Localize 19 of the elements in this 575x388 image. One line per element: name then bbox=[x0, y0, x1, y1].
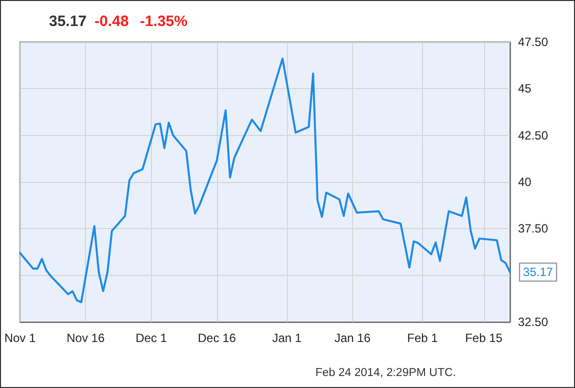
text: Feb 24 2014, 2:29PM UTC. bbox=[315, 367, 456, 379]
x-tick-label: Feb 1 bbox=[407, 331, 438, 345]
y-tick-label: 40 bbox=[518, 175, 532, 189]
x-tick-label: Jan 16 bbox=[334, 331, 371, 345]
x-tick-label: Jan 1 bbox=[272, 331, 302, 345]
line-series bbox=[19, 58, 511, 304]
y-tick-label: 45 bbox=[518, 82, 532, 96]
x-tick-label: Nov 1 bbox=[4, 331, 36, 345]
chart-subtitle: -0.48 -1.35% bbox=[94, 13, 188, 30]
chart-title: 35.17 bbox=[49, 13, 87, 30]
y-tick-label: 32.50 bbox=[518, 315, 548, 329]
y-tick-label: 37.50 bbox=[518, 222, 548, 236]
x-tick-label: Feb 15 bbox=[465, 331, 503, 345]
x-tick-label: Dec 1 bbox=[136, 331, 168, 345]
y-tick-label: 42.50 bbox=[518, 128, 548, 142]
data-label: 35.17 bbox=[523, 265, 554, 280]
y-tick-label: 47.50 bbox=[518, 35, 548, 49]
x-tick-label: Dec 16 bbox=[198, 331, 236, 345]
x-tick-label: Nov 16 bbox=[66, 331, 105, 345]
